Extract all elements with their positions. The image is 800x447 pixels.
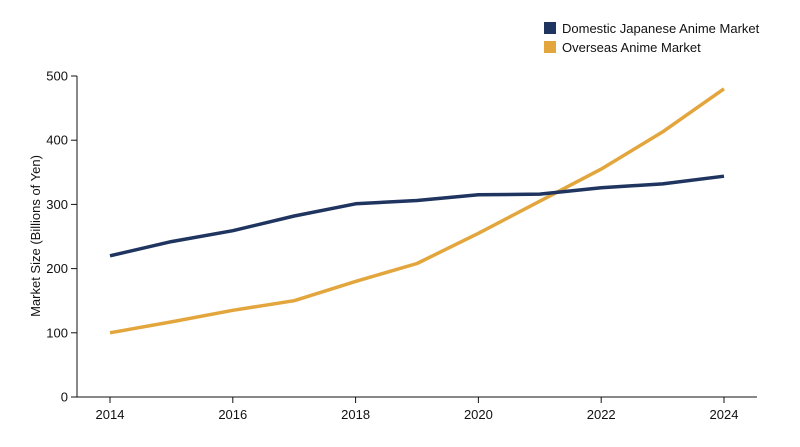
x-tick-label: 2014 [96,407,125,422]
x-axis: 2014 2016 2018 2020 2022 2024 [77,396,757,422]
legend-label: Domestic Japanese Anime Market [562,21,760,36]
legend-swatch [544,22,556,34]
x-tick-label: 2024 [710,407,739,422]
legend-label: Overseas Anime Market [562,40,701,55]
y-tick-label: 200 [46,261,68,276]
y-tick-label: 400 [46,133,68,148]
legend: Domestic Japanese Anime Market Overseas A… [544,21,760,55]
series-line-overseas [109,87,726,335]
x-tick-label: 2016 [218,407,247,422]
y-tick-label: 0 [61,390,68,405]
series-line-domestic [109,174,725,258]
y-axis-title: Market Size (Billions of Yen) [28,155,43,317]
y-tick-label: 300 [46,197,68,212]
legend-swatch [544,41,556,53]
x-tick-label: 2022 [587,407,616,422]
x-tick-label: 2018 [341,407,370,422]
plot-area [109,87,726,335]
y-tick-label: 100 [46,325,68,340]
y-axis: 0 100 200 300 400 500 [46,69,78,405]
x-tick-label: 2020 [464,407,493,422]
y-tick-label: 500 [46,69,68,84]
